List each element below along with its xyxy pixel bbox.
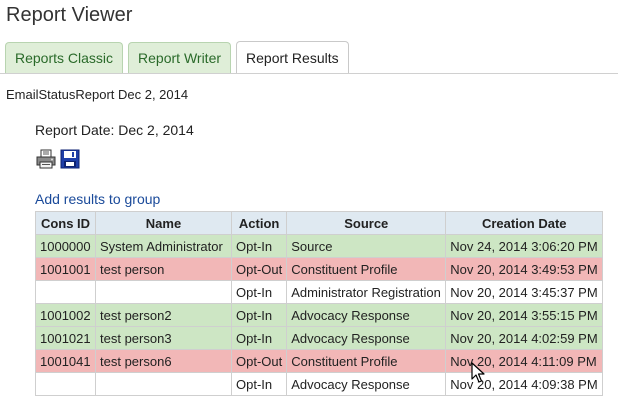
cell-name bbox=[95, 280, 232, 304]
cell-action: Opt-In bbox=[230, 234, 288, 258]
cell-source: Advocacy Response bbox=[286, 326, 447, 350]
cell-cons-id bbox=[35, 280, 96, 304]
cell-creation-date: Nov 20, 2014 3:49:53 PM bbox=[445, 257, 604, 281]
column-header-name: Name bbox=[95, 211, 232, 235]
cell-creation-date: Nov 24, 2014 3:06:20 PM bbox=[445, 234, 604, 258]
table-row: 1001021 test person3 Opt-In Advocacy Respon… bbox=[35, 326, 604, 350]
cell-source: Constituent Profile bbox=[286, 257, 447, 281]
cell-source: Constituent Profile bbox=[286, 349, 447, 373]
page-title: Report Viewer bbox=[6, 4, 133, 26]
cell-name: test person3 bbox=[95, 326, 232, 350]
cell-creation-date: Nov 20, 2014 4:02:59 PM bbox=[445, 326, 604, 350]
cell-cons-id: 1001041 bbox=[35, 349, 96, 373]
report-name: EmailStatusReport Dec 2, 2014 bbox=[6, 87, 189, 102]
cell-source: Advocacy Response bbox=[286, 372, 447, 396]
tab-reports-classic[interactable]: Reports Classic bbox=[5, 42, 124, 73]
cell-name: System Administrator bbox=[95, 234, 232, 258]
cell-action: Opt-Out bbox=[230, 349, 288, 373]
table-header-row: Cons ID Name Action Source Creation Date bbox=[35, 211, 604, 235]
table-row: Opt-In Administrator Registration Nov 20, … bbox=[35, 280, 604, 304]
cell-creation-date: Nov 20, 2014 3:45:37 PM bbox=[445, 280, 604, 304]
tab-report-results[interactable]: Report Results bbox=[236, 41, 349, 74]
table-row: 1001041 test person6 Opt-Out Constituent Pr… bbox=[35, 349, 604, 373]
table-row: Opt-In Advocacy Response Nov 20, 2014 4:09… bbox=[35, 372, 604, 396]
column-header-action: Action bbox=[230, 211, 288, 235]
column-header-creation-date: Creation Date bbox=[445, 211, 604, 235]
table-row: 1000000 System Administrator Opt-In Source N… bbox=[35, 234, 604, 258]
save-disk-icon[interactable] bbox=[60, 149, 80, 169]
cell-cons-id: 1001001 bbox=[35, 257, 96, 281]
cell-source: Source bbox=[286, 234, 447, 258]
printer-icon[interactable] bbox=[36, 149, 56, 169]
tab-report-writer[interactable]: Report Writer bbox=[128, 42, 232, 73]
cell-cons-id bbox=[35, 372, 96, 396]
column-header-cons-id: Cons ID bbox=[35, 211, 96, 235]
cell-creation-date: Nov 20, 2014 4:11:09 PM bbox=[445, 349, 604, 373]
cell-name: test person6 bbox=[95, 349, 232, 373]
tab-divider bbox=[0, 73, 618, 74]
tab-bar: Reports Classic Report Writer Report Res… bbox=[5, 41, 349, 74]
add-results-to-group-link[interactable]: Add results to group bbox=[35, 191, 161, 207]
results-table: Cons ID Name Action Source Creation Date… bbox=[35, 211, 604, 396]
table-row: 1001002 test person2 Opt-In Advocacy Respon… bbox=[35, 303, 604, 327]
table-row: 1001001 test person Opt-Out Constituent Pro… bbox=[35, 257, 604, 281]
cell-cons-id: 1001002 bbox=[35, 303, 96, 327]
cell-cons-id: 1000000 bbox=[35, 234, 96, 258]
mouse-cursor-icon bbox=[471, 362, 485, 384]
cell-source: Administrator Registration bbox=[286, 280, 447, 304]
report-date: Report Date: Dec 2, 2014 bbox=[35, 122, 194, 138]
cell-action: Opt-In bbox=[230, 326, 288, 350]
cell-creation-date: Nov 20, 2014 4:09:38 PM bbox=[445, 372, 604, 396]
cell-cons-id: 1001021 bbox=[35, 326, 96, 350]
cell-name bbox=[95, 372, 232, 396]
cell-creation-date: Nov 20, 2014 3:55:15 PM bbox=[445, 303, 604, 327]
cell-action: Opt-In bbox=[230, 280, 288, 304]
cell-action: Opt-In bbox=[230, 372, 288, 396]
column-header-source: Source bbox=[286, 211, 447, 235]
cell-name: test person2 bbox=[95, 303, 232, 327]
cell-source: Advocacy Response bbox=[286, 303, 447, 327]
cell-action: Opt-Out bbox=[230, 257, 288, 281]
cell-name: test person bbox=[95, 257, 232, 281]
cell-action: Opt-In bbox=[230, 303, 288, 327]
